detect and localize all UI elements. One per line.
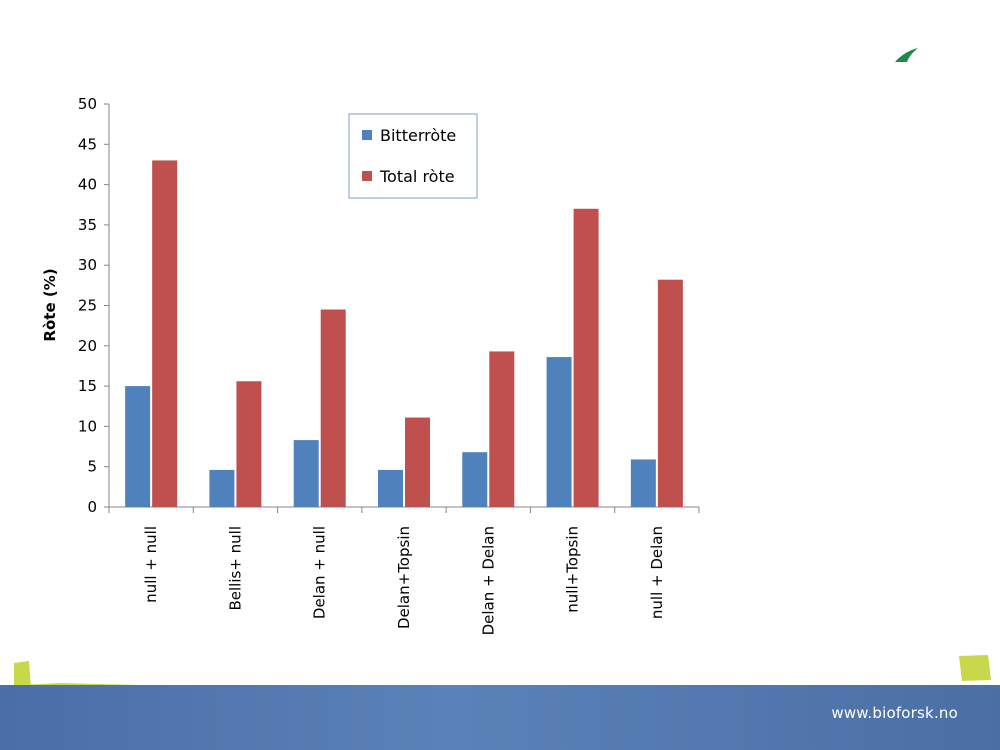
x-category-label: null + null: [142, 526, 160, 603]
bar-total-rote: [489, 351, 515, 507]
y-tick-label: 0: [87, 498, 97, 516]
bar-bitterrote: [378, 469, 403, 507]
x-category-label: Bellis+ null: [226, 526, 244, 611]
bar-total-rote: [236, 381, 262, 507]
y-tick-label: 40: [78, 176, 97, 194]
y-tick-label: 20: [78, 337, 97, 355]
y-tick-label: 50: [78, 95, 97, 113]
legend-swatch-total-rote: [362, 171, 372, 181]
x-category-label: null+Topsin: [564, 526, 582, 613]
legend-label-total-rote: Total ròte: [379, 167, 455, 186]
footer-bar: www.bioforsk.no: [0, 685, 1000, 750]
bar-bitterrote: [209, 469, 235, 507]
y-tick-label: 30: [78, 256, 97, 274]
logo-swoosh-icon: [895, 48, 918, 62]
y-tick-label: 10: [78, 417, 97, 435]
bar-bitterrote: [125, 386, 151, 507]
accent-left-shape: [14, 661, 31, 690]
y-tick-label: 15: [78, 377, 97, 395]
bar-total-rote: [573, 208, 599, 507]
bar-bitterrote: [630, 459, 656, 507]
bar-total-rote: [657, 279, 683, 507]
footer-url[interactable]: www.bioforsk.no: [831, 704, 958, 722]
bar-bitterrote: [462, 452, 488, 507]
bar-bitterrote: [546, 357, 572, 507]
bar-total-rote: [152, 160, 178, 508]
plot-area: 0 5 10 15 20 25 30 35 40 45 50 null + null Bellis+ n…: [78, 95, 700, 635]
y-tick-label: 5: [87, 458, 97, 476]
legend: Bitterròte Total ròte: [348, 113, 478, 199]
x-category-label: Delan+Topsin: [395, 526, 413, 629]
legend-box: [348, 113, 478, 199]
bar-bitterrote: [293, 440, 319, 507]
x-category-label: Delan + Delan: [479, 526, 497, 635]
y-tick-label: 25: [78, 297, 97, 315]
y-tick-label: 35: [78, 216, 97, 234]
bar-total-rote: [405, 417, 430, 507]
x-category-label: null + Delan: [648, 526, 666, 619]
bar-total-rote: [320, 309, 346, 507]
y-tick-label: 45: [78, 135, 97, 153]
x-category-label: Delan + null: [311, 526, 329, 619]
accent-right-shape: [959, 655, 991, 681]
legend-swatch-bitterrote: [362, 130, 372, 140]
y-axis-title: Ròte (%): [41, 268, 59, 341]
legend-label-bitterrote: Bitterròte: [380, 126, 456, 145]
